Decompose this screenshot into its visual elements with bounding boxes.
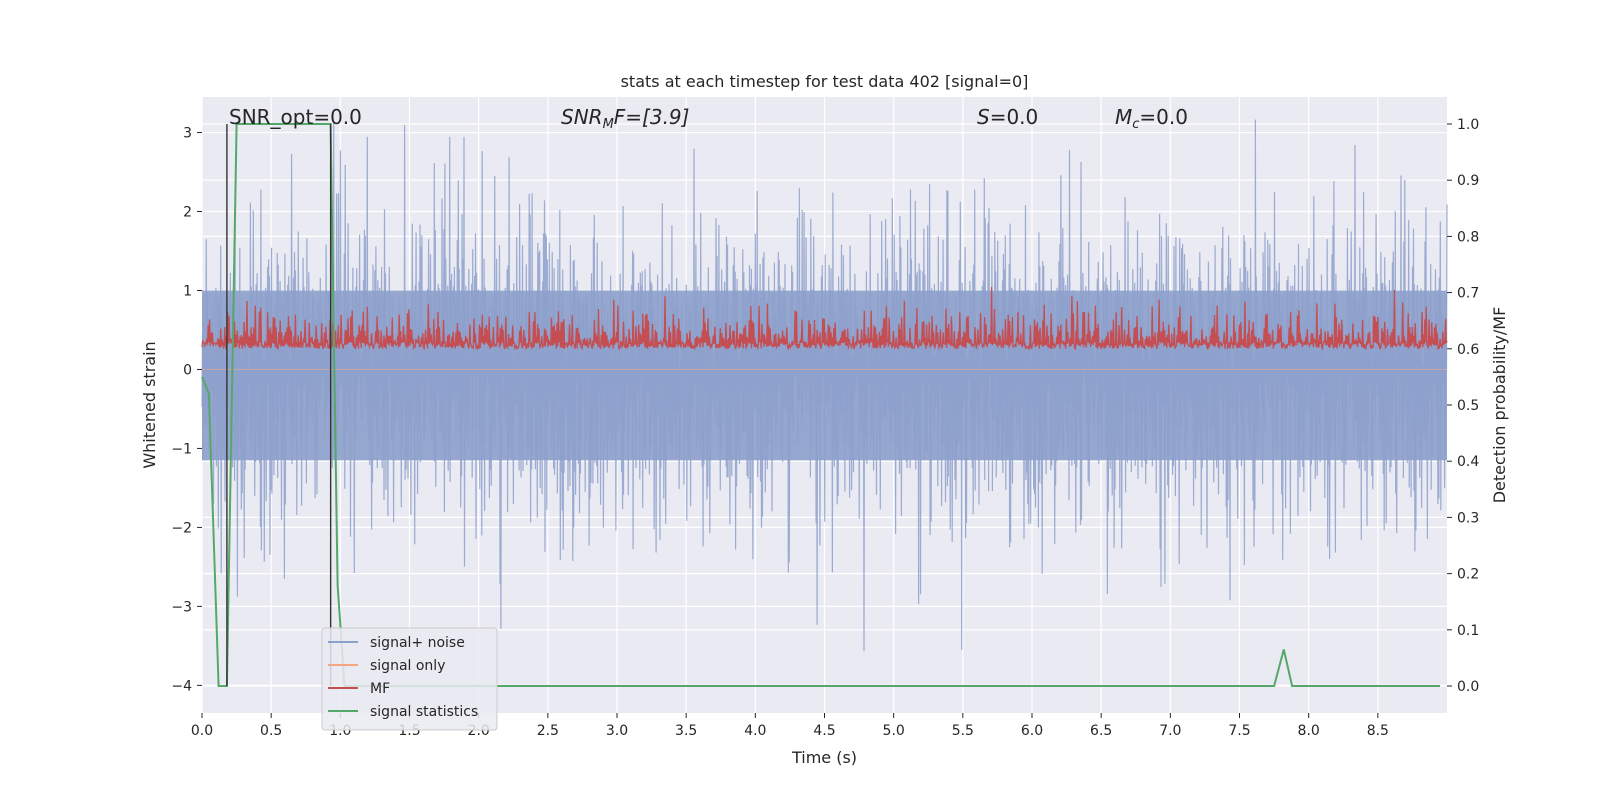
y-right-tick-label: 0.2 <box>1457 567 1479 583</box>
x-tick-label: 6.5 <box>1090 723 1112 739</box>
x-tick-label: 8.5 <box>1367 723 1389 739</box>
y-right-tick-label: 0.5 <box>1457 398 1479 414</box>
y-axis-right-label: Detection probability/MF <box>1490 307 1509 504</box>
x-tick-label: 0.5 <box>260 723 282 739</box>
x-tick-label: 5.5 <box>952 723 974 739</box>
legend-label: MF <box>370 681 390 697</box>
legend-label: signal statistics <box>370 704 478 720</box>
y-right-tick-label: 0.0 <box>1457 679 1479 695</box>
annotation-snr-opt: SNR_opt=0.0 <box>229 105 362 129</box>
chart-title: stats at each timestep for test data 402… <box>621 72 1029 91</box>
y-axis-right-ticks: 1.0 0.9 0.8 0.7 0.6 0.5 0.4 0.3 0.2 0.1 0.0 <box>1447 117 1479 695</box>
y-axis-left-ticks: 3 2 1 0 −1 −2 −3 −4 <box>171 126 202 694</box>
x-tick-label: 4.5 <box>813 723 835 739</box>
y-right-tick-label: 0.7 <box>1457 286 1479 302</box>
x-tick-label: 7.0 <box>1159 723 1181 739</box>
x-axis-label: Time (s) <box>791 748 857 767</box>
y-right-tick-label: 0.6 <box>1457 342 1479 358</box>
y-left-tick-label: −3 <box>171 599 192 615</box>
y-left-tick-label: −4 <box>171 678 192 694</box>
x-tick-label: 7.5 <box>1228 723 1250 739</box>
y-left-tick-label: −1 <box>171 441 192 457</box>
y-left-tick-label: 0 <box>183 362 192 378</box>
x-tick-label: 3.5 <box>675 723 697 739</box>
series-signal-statistics <box>201 123 1441 687</box>
y-axis-left-label: Whitened strain <box>140 341 159 468</box>
signal-noise-core <box>202 290 1447 461</box>
y-left-tick-label: −2 <box>171 520 192 536</box>
x-tick-label: 0.0 <box>191 723 213 739</box>
x-tick-label: 2.5 <box>537 723 559 739</box>
y-left-tick-label: 2 <box>183 205 192 221</box>
x-tick-label: 4.0 <box>744 723 766 739</box>
series-mf <box>201 286 1448 352</box>
legend-label: signal only <box>370 658 445 674</box>
y-left-tick-label: 3 <box>183 126 192 142</box>
x-tick-label: 3.0 <box>606 723 628 739</box>
y-right-tick-label: 0.3 <box>1457 510 1479 526</box>
y-right-tick-label: 1.0 <box>1457 117 1479 133</box>
y-right-tick-label: 0.4 <box>1457 454 1479 470</box>
y-right-tick-label: 0.8 <box>1457 229 1479 245</box>
annotation-mc: Mc=0.0 <box>1115 105 1188 132</box>
signal-statistics-line <box>201 123 1441 687</box>
legend: signal+ noise signal only MF signal statist… <box>321 627 498 731</box>
legend-label: signal+ noise <box>370 635 465 651</box>
x-tick-label: 8.0 <box>1298 723 1320 739</box>
vertical-markers <box>226 123 332 687</box>
y-right-tick-label: 0.1 <box>1457 623 1479 639</box>
annotation-s: S=0.0 <box>977 105 1038 129</box>
y-right-tick-label: 0.9 <box>1457 173 1479 189</box>
x-tick-label: 6.0 <box>1021 723 1043 739</box>
mf-line <box>201 286 1448 352</box>
x-tick-label: 5.0 <box>883 723 905 739</box>
y-left-tick-label: 1 <box>183 283 192 299</box>
legend-box <box>321 627 498 731</box>
annotation-snr-mf: SNRMF=[3.9] <box>561 105 689 132</box>
